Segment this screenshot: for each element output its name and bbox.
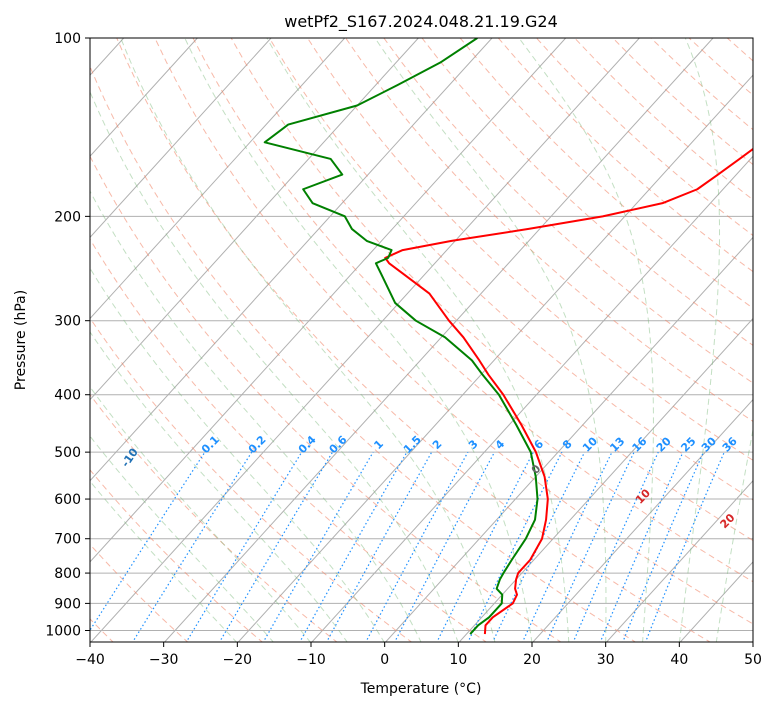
x-tick-label: 50 (744, 652, 762, 668)
y-tick-label: 1000 (45, 624, 81, 640)
y-tick-label: 400 (54, 388, 81, 404)
moist-adiabat-line (120, 38, 496, 642)
isotherm-line (90, 38, 419, 401)
x-tick-label: −30 (149, 652, 179, 668)
x-tick-label: 10 (449, 652, 467, 668)
isotherm-line (384, 236, 753, 642)
x-axis-title: Temperature (°C) (360, 681, 482, 697)
moist-adiabat-line (678, 38, 721, 642)
moist-adiabat-line (266, 38, 570, 642)
axis-ticks: −40 −30 −20 −10 0 10 20 30 40 50 100 200 300 400 500 60… (45, 31, 762, 668)
x-tick-label: −10 (296, 652, 326, 668)
y-tick-label: 300 (54, 314, 81, 330)
isotherm-line (753, 38, 775, 643)
dry-adiabat-line (230, 38, 753, 542)
dry-adiabat-line (307, 38, 753, 461)
dry-adiabat-line (268, 38, 753, 501)
mixing-ratio-line (90, 451, 206, 632)
isotherm-line (90, 38, 198, 158)
moist-adiabat-line (90, 90, 459, 642)
mixing-ratio-line (325, 451, 433, 642)
moist-adiabat-line (90, 267, 385, 642)
mixing-ratio-line (644, 451, 725, 642)
dewpoint-profile-line (263, 38, 539, 635)
x-tick-label: −20 (223, 652, 253, 668)
plot-frame (89, 37, 754, 643)
mixing-ratio-line (299, 451, 408, 642)
isotherm-line (90, 38, 567, 563)
dry-adiabat-line (90, 543, 189, 642)
y-tick-label: 800 (54, 566, 81, 582)
x-tick-label: −40 (75, 652, 105, 668)
mixing-ratio-line (365, 451, 469, 642)
y-tick-label: 900 (54, 596, 81, 612)
dry-adiabat-line (345, 38, 753, 422)
mixing-ratio-line (185, 451, 303, 642)
isotherm-line (605, 480, 753, 642)
dry-adiabat-line (90, 393, 338, 642)
y-tick-label: 700 (54, 532, 81, 548)
moist-adiabat-line (715, 427, 753, 642)
y-axis-title: Pressure (hPa) (13, 290, 29, 390)
dry-adiabat-line (192, 38, 753, 583)
dry-adiabat-label: -20 (39, 422, 61, 446)
x-tick-label: 40 (670, 652, 688, 668)
dry-adiabat-line (90, 469, 264, 642)
x-tick-label: 30 (597, 652, 615, 668)
data-series (263, 38, 753, 635)
dry-adiabat-line (154, 38, 753, 625)
y-tick-label: 200 (54, 209, 81, 225)
isotherm-line (90, 38, 272, 239)
moist-adiabat-line (374, 38, 607, 642)
isotherm-line (163, 38, 714, 642)
dry-adiabat-line (90, 155, 562, 642)
temperature-profile-line (384, 147, 753, 635)
y-tick-label: 600 (54, 492, 81, 508)
mixing-ratio-line (436, 451, 534, 642)
isotherm-line (458, 317, 753, 642)
mixing-ratio-line (572, 451, 659, 642)
chart-title: wetPf2_S167.2024.048.21.19.G24 (284, 12, 558, 32)
moist-adiabat-line (90, 386, 311, 642)
y-tick-label: 100 (54, 31, 81, 47)
moist-adiabat-line (518, 38, 654, 642)
isotherm-line (532, 398, 753, 642)
dry-adiabat-line (90, 238, 487, 642)
mixing-ratio-line (599, 451, 684, 642)
x-tick-label: 20 (523, 652, 541, 668)
mixing-ratio-line (467, 451, 563, 642)
mixing-ratio-line (622, 451, 705, 642)
dry-adiabat-line (116, 38, 711, 642)
isotherm-line (237, 74, 753, 642)
y-tick-label: 500 (54, 445, 81, 461)
x-tick-label: 0 (380, 652, 389, 668)
moist-adiabat-line (90, 190, 422, 642)
isotherm-line (90, 38, 493, 482)
dry-adiabat-line (765, 38, 775, 643)
moist-adiabat-line (90, 331, 348, 642)
moist-adiabat-line (90, 480, 238, 642)
background-lines (90, 38, 775, 643)
moist-adiabat-line (184, 38, 533, 642)
isotherm-line (90, 38, 640, 642)
isotherm-line (90, 38, 346, 320)
